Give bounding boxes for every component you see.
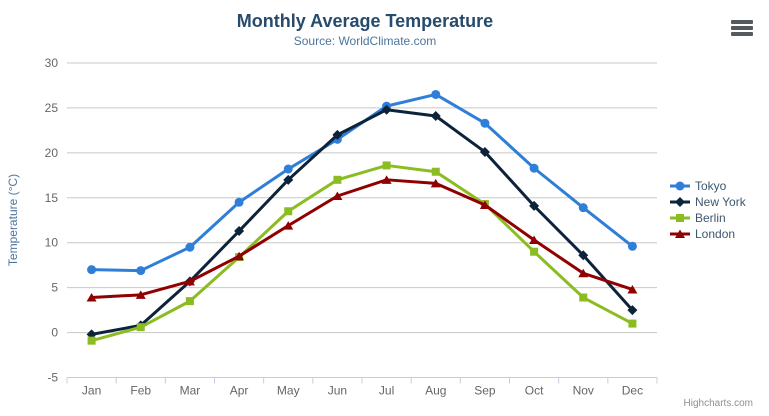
y-tick-label: 15 [45,191,59,205]
legend-item-new-york[interactable]: New York [670,195,747,209]
data-point-tokyo[interactable] [431,89,441,99]
data-point-tokyo[interactable] [136,266,146,276]
data-point-berlin[interactable] [382,161,391,170]
legend-item-tokyo[interactable]: Tokyo [670,179,727,193]
y-tick-label: 20 [45,146,59,160]
data-point-london[interactable] [627,284,638,294]
data-point-new-york[interactable] [430,111,441,122]
chart-subtitle: Source: WorldClimate.com [293,34,437,48]
legend-marker-berlin [676,214,684,222]
y-tick-label: -5 [47,371,58,385]
x-tick-label-nov: Nov [573,384,594,398]
x-tick-label-jun: Jun [328,384,347,398]
data-point-new-york[interactable] [479,146,490,157]
y-tick-label: 5 [51,281,58,295]
data-point-berlin[interactable] [284,207,293,216]
data-point-tokyo[interactable] [185,242,195,252]
data-point-tokyo[interactable] [578,203,588,213]
data-point-london[interactable] [332,191,343,200]
legend-marker-tokyo [675,181,685,191]
data-point-tokyo[interactable] [480,118,490,128]
data-point-london[interactable] [86,293,97,302]
series-line-berlin[interactable] [90,163,634,343]
x-tick-label-apr: Apr [230,384,249,398]
highcharts-credit[interactable]: Highcharts.com [683,398,753,409]
legend-label: New York [695,195,747,209]
context-menu-button[interactable] [731,20,753,36]
x-tick-label-may: May [277,384,300,398]
grid-lines [67,62,657,378]
chart-title: Monthly Average Temperature [236,11,494,31]
data-point-new-york[interactable] [529,200,540,211]
data-point-berlin[interactable] [333,175,342,184]
data-point-london[interactable] [479,200,490,209]
legend-label: Berlin [695,211,726,225]
x-tick-label-mar: Mar [180,384,201,398]
legend-item-london[interactable]: London [670,227,735,241]
legend-label: London [695,227,735,241]
legend-marker-london [675,229,685,238]
data-point-london[interactable] [135,290,146,299]
y-tick-label: 10 [45,236,59,250]
data-point-london[interactable] [283,221,294,230]
x-tick-label-jul: Jul [379,384,394,398]
x-tick-label-oct: Oct [525,384,544,398]
data-point-london[interactable] [184,276,195,286]
data-point-tokyo[interactable] [234,197,244,207]
x-tick-label-sep: Sep [474,384,496,398]
data-point-london[interactable] [529,235,540,245]
legend: Tokyo New York Berlin London [670,179,747,241]
data-point-london[interactable] [578,268,589,278]
data-point-berlin[interactable] [185,297,194,306]
data-point-berlin[interactable] [136,323,145,332]
series-layer [86,89,638,345]
data-point-new-york[interactable] [627,305,638,316]
data-point-new-york[interactable] [234,226,245,237]
y-tick-label: 30 [45,56,59,70]
series-line-london[interactable] [90,178,634,300]
hamburger-icon [731,20,753,24]
legend-marker-new-york [675,197,685,207]
data-point-berlin[interactable] [530,247,539,256]
data-point-london[interactable] [381,175,392,184]
series-line-new-york[interactable] [90,108,634,336]
y-tick-label: 25 [45,101,59,115]
data-point-new-york[interactable] [578,250,589,261]
data-point-tokyo[interactable] [529,163,539,173]
data-point-london[interactable] [234,251,245,261]
x-tick-label-feb: Feb [130,384,151,398]
x-tick-label-dec: Dec [622,384,643,398]
y-tick-label: 0 [51,326,58,340]
data-point-london[interactable] [430,178,441,188]
data-point-berlin[interactable] [579,293,588,302]
x-tick-label-jan: Jan [82,384,101,398]
data-point-new-york[interactable] [381,104,392,115]
data-point-berlin[interactable] [431,167,440,176]
axes: -5 0 5 10 15 20 25 30 Jan Feb Mar Apr May Jun Jul Aug Se… [45,56,658,398]
data-point-tokyo[interactable] [627,241,637,251]
data-point-tokyo[interactable] [283,164,293,174]
legend-item-berlin[interactable]: Berlin [670,211,726,225]
data-point-new-york[interactable] [283,174,294,185]
data-point-new-york[interactable] [332,129,343,140]
data-point-tokyo[interactable] [87,265,97,275]
data-point-berlin[interactable] [87,336,96,345]
legend-label: Tokyo [695,179,727,193]
x-tick-label-aug: Aug [425,384,446,398]
y-axis-title: Temperature (°C) [6,174,20,266]
data-point-berlin[interactable] [628,319,637,328]
